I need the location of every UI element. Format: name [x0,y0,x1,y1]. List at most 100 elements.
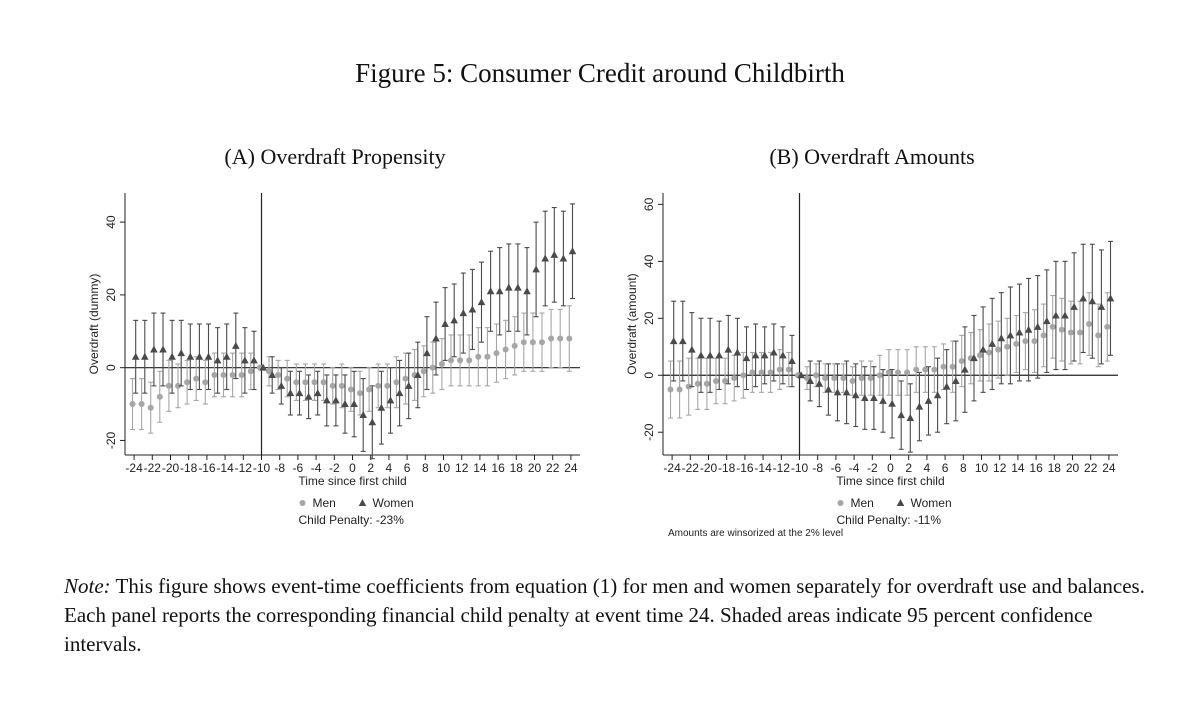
men-point [1086,321,1093,327]
women-point [468,305,477,313]
women-point [232,341,240,349]
legend-men-marker [299,500,306,506]
women-point [523,287,531,295]
x-tick-label: -18 [718,461,736,475]
men-point [922,366,929,373]
men-point [229,371,236,378]
men-point [175,382,181,389]
women-point [559,254,568,262]
legend-men-marker [837,500,844,506]
women-point [341,400,349,408]
men-point [1077,329,1083,336]
x-tick-label: -8 [274,461,285,475]
x-tick-label: -6 [293,461,304,475]
women-point [495,287,504,295]
x-tick-label: 18 [1048,461,1062,475]
men-point [931,366,938,373]
women-point [150,345,158,353]
men-point [1040,332,1047,339]
women-point [788,357,796,365]
women-point [961,365,969,373]
men-point [667,386,674,393]
women-point [514,283,522,291]
x-tick-label: 12 [993,461,1007,475]
women-point [395,389,404,397]
x-tick-label: 0 [887,461,894,475]
y-axis-label: Overdraft (amount) [625,273,639,374]
men-point [138,401,145,408]
x-tick-label: 8 [960,461,967,475]
women-point [897,411,905,419]
men-point [384,382,391,389]
x-tick-label: 22 [1084,461,1098,475]
men-point [1013,340,1020,347]
men-point [949,363,956,370]
women-point [259,363,267,371]
women-point [688,345,696,353]
x-tick-label: 6 [404,461,411,475]
x-axis-label: Time since first child [836,474,944,488]
women-point [888,399,896,407]
women-point [550,250,559,258]
women-point [195,352,204,360]
women-point [459,309,468,317]
men-point [831,375,838,382]
men-point [858,375,865,382]
child-penalty-label: Child Penalty: -11% [837,513,942,527]
women-point [1070,302,1078,310]
women-point [861,394,869,402]
women-point [386,396,395,404]
women-point [268,370,276,378]
y-tick-label: 0 [104,364,118,371]
men-point [147,404,154,411]
men-point [511,342,518,349]
women-point [332,396,340,404]
women-point [915,402,924,410]
women-point [313,389,322,397]
women-point [779,351,787,359]
women-point [222,352,231,360]
figure-note: Note: This figure shows event-time coeff… [64,572,1154,659]
women-point [350,400,358,408]
women-point [697,351,705,359]
x-tick-label: 24 [1102,461,1116,475]
men-point [867,375,874,382]
men-point [1004,343,1011,350]
women-point [441,320,449,327]
x-tick-label: 10 [975,461,989,475]
men-point [375,382,382,389]
men-point [785,366,792,373]
men-point [202,379,209,386]
x-tick-label: 16 [1029,461,1043,475]
men-point [767,369,774,376]
men-point [302,379,309,386]
men-point [566,335,573,342]
women-point [997,334,1006,342]
men-point [1058,326,1065,333]
x-tick-label: 22 [546,461,560,475]
x-tick-label: -12 [235,461,253,475]
y-tick-label: -20 [104,431,118,449]
women-point [988,339,996,347]
women-point [141,352,149,360]
x-tick-label: 0 [349,461,356,475]
x-tick-label: -18 [180,461,198,475]
women-point [724,345,733,353]
women-point [377,403,386,411]
women-point [304,392,313,400]
men-point [804,375,810,382]
men-point [1104,323,1111,330]
women-point [797,371,805,379]
men-point [995,346,1002,353]
men-point [266,368,272,375]
legend-women-marker [358,499,367,506]
men-point [822,375,829,382]
women-point [286,389,295,397]
men-point [448,357,454,364]
note-text: This figure shows event-time coefficient… [64,574,1145,656]
women-point [1015,328,1024,336]
men-point [1022,338,1029,345]
x-tick-label: -20 [162,461,180,475]
men-point [713,377,719,384]
